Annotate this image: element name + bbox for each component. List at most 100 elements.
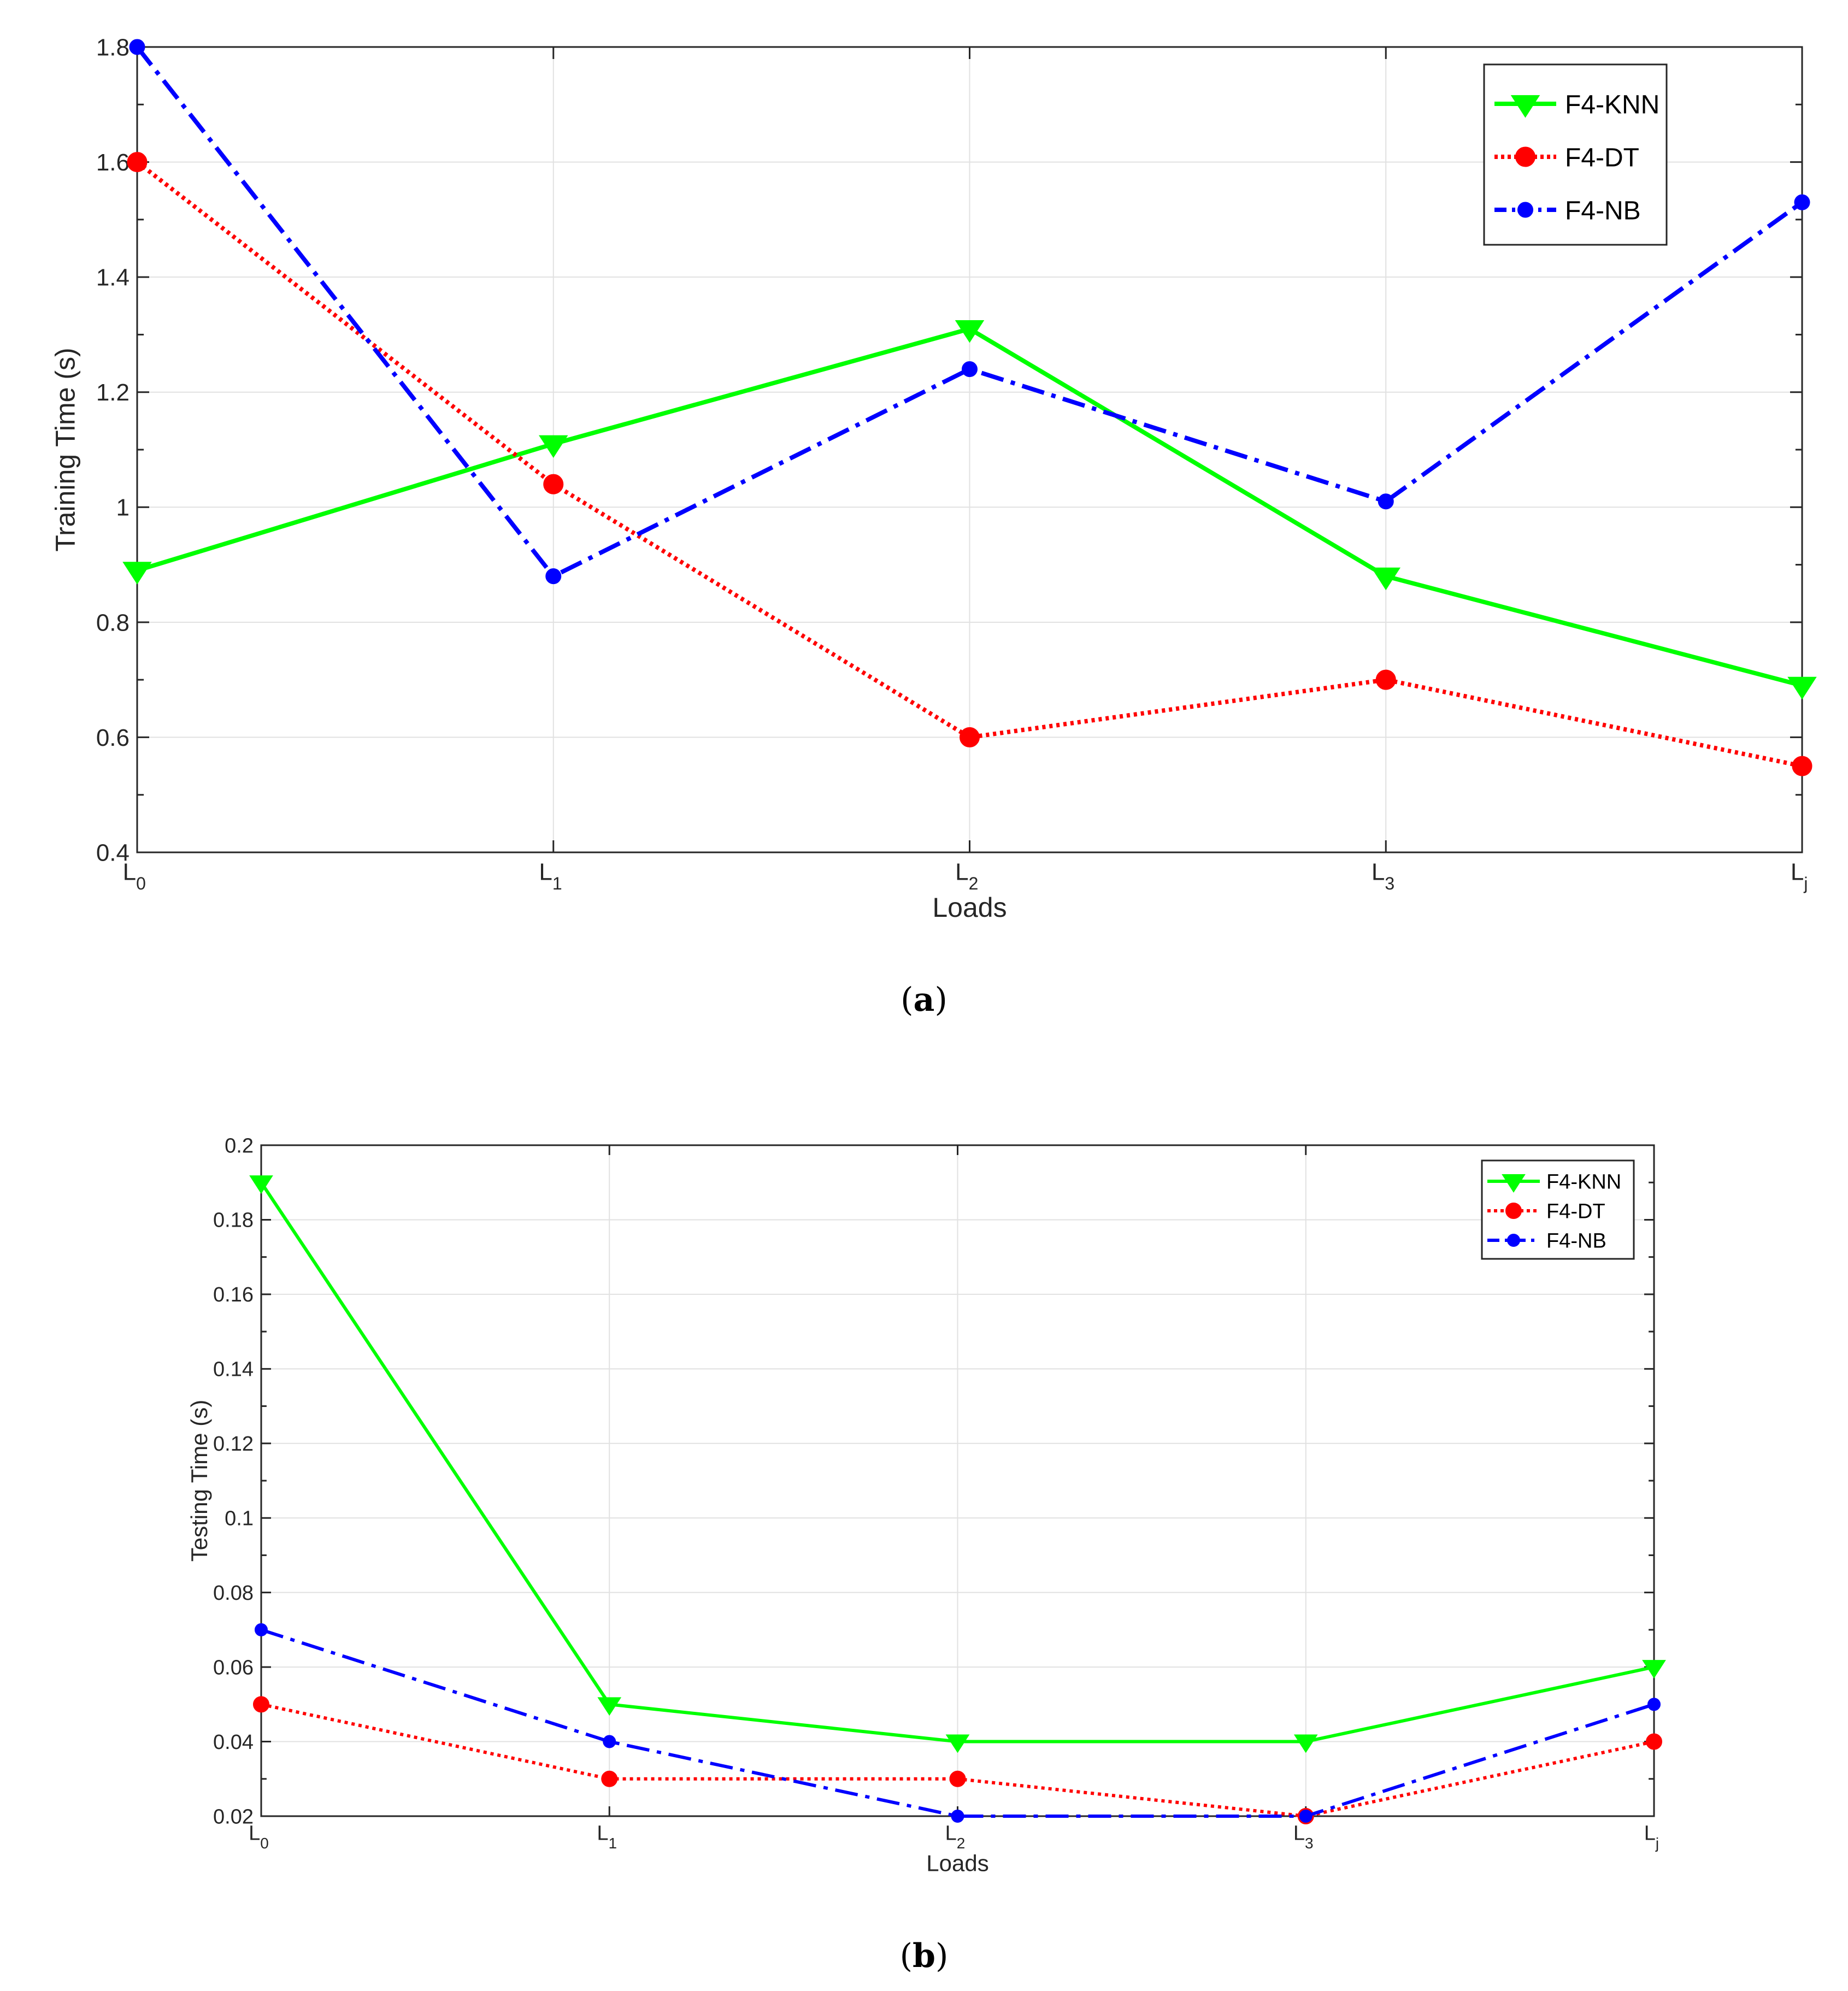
x-tick-label-base: L: [955, 859, 968, 886]
series-line: [261, 1628, 1655, 1818]
x-tick-label: L3: [1372, 859, 1394, 894]
series-f4-knn: [122, 320, 1817, 700]
x-tick-label-subscript: 2: [957, 1835, 966, 1852]
x-tick-label-subscript: 3: [1385, 874, 1394, 893]
x-tick-label-subscript: 2: [969, 874, 979, 893]
panel-caption: (b): [900, 1937, 949, 1975]
caption-paren-close: ): [934, 981, 947, 1019]
legend-item: F4-KNN: [1487, 1171, 1621, 1194]
data-point: [1792, 756, 1812, 776]
y-tick-label: 0.16: [213, 1283, 254, 1306]
legend-marker: [1510, 95, 1540, 118]
x-tick-label-subscript: j: [1655, 1835, 1659, 1852]
y-tick-label: 0.8: [96, 609, 130, 636]
x-tick-label-subscript: j: [1803, 874, 1808, 893]
y-tick-label: 1: [116, 494, 130, 521]
data-point: [951, 1810, 964, 1823]
x-tick-label: L1: [539, 859, 562, 894]
data-point: [1378, 493, 1394, 510]
x-axis-label: Loads: [932, 892, 1007, 923]
legend-marker: [1517, 202, 1533, 218]
data-point: [1647, 1698, 1661, 1711]
data-point: [1299, 1810, 1313, 1823]
legend-item: F4-KNN: [1494, 90, 1659, 119]
y-tick-label: 0.02: [213, 1805, 254, 1828]
y-tick-label: 1.2: [96, 379, 130, 406]
legend-label: F4-NB: [1546, 1230, 1606, 1253]
x-tick-label-base: L: [945, 1822, 957, 1845]
data-point: [601, 1770, 618, 1787]
y-axis-label: Testing Time (s): [186, 1400, 212, 1562]
data-point: [543, 474, 564, 494]
legend-label: F4-DT: [1546, 1200, 1605, 1223]
data-point: [538, 435, 568, 458]
legend-label: F4-KNN: [1565, 90, 1659, 119]
y-tick-label: 0.1: [225, 1507, 254, 1530]
caption-paren-open: (: [901, 981, 913, 1019]
legend-item: F4-DT: [1494, 143, 1639, 172]
x-tick-label-base: L: [249, 1822, 260, 1845]
caption-letter: b: [913, 1937, 935, 1975]
data-point: [129, 39, 145, 55]
series-f4-nb: [255, 1623, 1661, 1823]
legend-marker: [1515, 146, 1535, 167]
x-tick-label-base: L: [1791, 859, 1804, 886]
x-tick-label: Lj: [1644, 1822, 1659, 1852]
legend-marker: [1507, 1234, 1520, 1247]
y-tick-label: 0.14: [213, 1358, 254, 1381]
y-axis-label: Training Time (s): [50, 347, 81, 551]
y-tick-label: 0.06: [213, 1656, 254, 1679]
x-tick-label: L2: [945, 1822, 966, 1852]
legend-label: F4-NB: [1565, 196, 1641, 225]
panel-caption: (a): [901, 981, 947, 1019]
x-axis-label: Loads: [926, 1850, 988, 1876]
data-point: [945, 1734, 970, 1753]
legend-marker: [1502, 1174, 1526, 1193]
data-point: [127, 152, 148, 173]
data-point: [603, 1735, 616, 1748]
chart-panel-a: 0.40.60.811.21.41.61.8L0 L1 L2 L3 LjLoadsTra…: [50, 34, 1817, 1019]
legend-item: F4-NB: [1494, 196, 1641, 225]
y-tick-label: 0.18: [213, 1209, 254, 1232]
data-point: [1787, 676, 1817, 700]
series-f4-knn: [249, 1175, 1666, 1753]
x-tick-label-subscript: 0: [136, 874, 146, 893]
chart-panel-b: 0.020.040.060.080.10.120.140.160.180.2L0…: [186, 1134, 1666, 1975]
caption-paren-close: ): [935, 1937, 948, 1975]
legend-item: F4-NB: [1487, 1230, 1606, 1253]
x-tick-label-subscript: 0: [260, 1835, 269, 1852]
y-tick-label: 0.2: [225, 1134, 254, 1157]
x-tick-label: L3: [1293, 1822, 1314, 1852]
data-point: [949, 1770, 966, 1787]
axes-box: [136, 46, 1803, 853]
data-point: [962, 361, 978, 378]
y-tick-label: 1.8: [96, 34, 130, 61]
x-tick-label: L1: [597, 1822, 617, 1852]
x-tick-label-base: L: [123, 859, 136, 886]
caption-paren-open: (: [900, 1937, 913, 1975]
y-tick-label: 0.04: [213, 1731, 254, 1754]
x-tick-label-subscript: 1: [608, 1835, 617, 1852]
y-tick-label: 0.08: [213, 1582, 254, 1605]
series-f4-nb: [129, 39, 1810, 585]
data-point: [960, 727, 980, 747]
series-f4-dt: [127, 152, 1812, 776]
x-tick-label-base: L: [597, 1822, 608, 1845]
data-point: [253, 1696, 269, 1713]
y-tick-label: 0.12: [213, 1433, 254, 1456]
data-point: [249, 1175, 273, 1194]
data-point: [597, 1697, 622, 1716]
legend: F4-KNN F4-DT F4-NB: [1483, 63, 1668, 246]
x-tick-label: Lj: [1791, 859, 1808, 894]
data-point: [1794, 194, 1810, 210]
x-tick-label: L2: [955, 859, 978, 894]
data-point: [122, 562, 152, 585]
x-tick-label-subscript: 3: [1305, 1835, 1314, 1852]
x-tick-label-base: L: [1644, 1822, 1656, 1845]
legend-marker: [1505, 1203, 1522, 1219]
y-tick-label: 1.4: [96, 264, 130, 291]
data-point: [1371, 567, 1401, 591]
y-tick-label: 0.4: [96, 839, 130, 866]
y-tick-label: 1.6: [96, 149, 130, 176]
